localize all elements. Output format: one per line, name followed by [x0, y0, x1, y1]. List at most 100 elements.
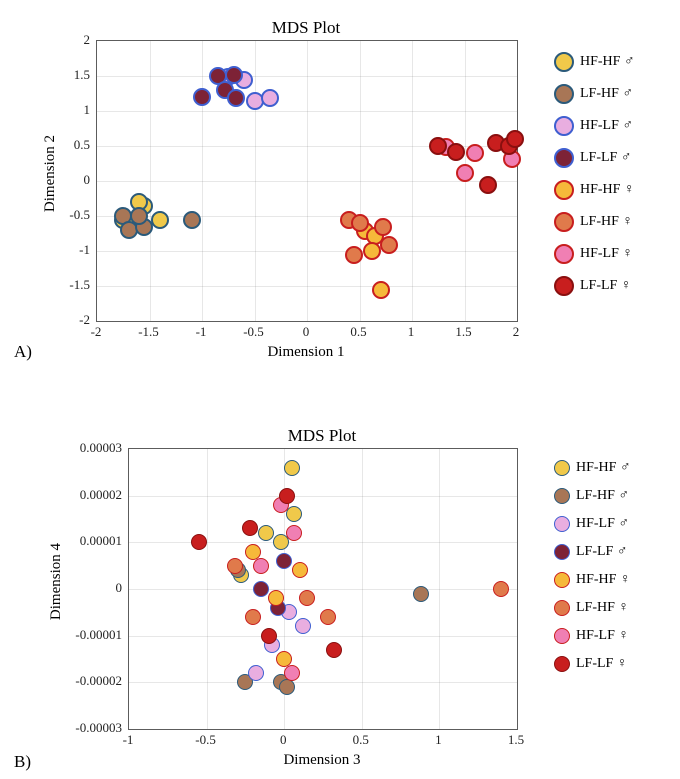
plot-area	[96, 40, 518, 322]
legend-item: LF-LF ♀	[554, 656, 630, 672]
gridline	[129, 682, 517, 683]
legend-label: LF-LF ♂	[576, 544, 627, 560]
legend-marker	[554, 84, 574, 104]
y-tick-label: 2	[84, 32, 91, 48]
legend-marker	[554, 628, 570, 644]
y-tick-label: -0.00001	[75, 627, 122, 643]
x-tick-label: 1	[408, 324, 415, 340]
x-tick-label: -0.5	[195, 732, 216, 748]
x-tick-label: 2	[513, 324, 520, 340]
plot-title: MDS Plot	[128, 426, 516, 446]
legend-label: HF-HF ♀	[576, 572, 630, 588]
y-tick-label: 0.00002	[80, 487, 122, 503]
legend-label: LF-LF ♀	[576, 656, 627, 672]
legend-item: LF-HF ♂	[554, 84, 634, 104]
legend-marker	[554, 180, 574, 200]
scatter-point	[242, 520, 258, 536]
scatter-point	[268, 590, 284, 606]
panel-label: B)	[14, 752, 31, 772]
x-axis-label: Dimension 1	[96, 344, 516, 361]
legend-label: HF-LF ♂	[580, 118, 633, 134]
gridline	[129, 542, 517, 543]
y-tick-label: -0.00002	[75, 673, 122, 689]
gridline	[97, 76, 517, 77]
y-tick-label: -0.00003	[75, 720, 122, 736]
scatter-point	[258, 525, 274, 541]
scatter-point	[245, 609, 261, 625]
panel-label: A)	[14, 342, 32, 362]
scatter-point	[447, 143, 465, 161]
legend-item: LF-LF ♀	[554, 276, 634, 296]
legend-item: HF-LF ♂	[554, 516, 630, 532]
legend-item: LF-LF ♂	[554, 544, 630, 560]
legend-item: HF-HF ♂	[554, 460, 630, 476]
scatter-point	[320, 609, 336, 625]
scatter-point	[248, 665, 264, 681]
legend-label: HF-LF ♂	[576, 516, 629, 532]
legend-marker	[554, 656, 570, 672]
legend-marker	[554, 244, 574, 264]
legend-label: HF-HF ♂	[576, 460, 630, 476]
x-tick-label: -2	[91, 324, 102, 340]
x-tick-label: 0	[303, 324, 310, 340]
scatter-point	[225, 66, 243, 84]
y-tick-label: 0	[116, 580, 123, 596]
scatter-point	[284, 665, 300, 681]
scatter-point	[227, 558, 243, 574]
legend-marker	[554, 276, 574, 296]
scatter-point	[466, 144, 484, 162]
scatter-point	[286, 525, 302, 541]
legend-item: LF-HF ♀	[554, 212, 634, 232]
legend-label: HF-HF ♂	[580, 54, 634, 70]
scatter-point	[183, 211, 201, 229]
legend-label: LF-HF ♀	[576, 600, 629, 616]
legend-label: HF-LF ♀	[576, 628, 629, 644]
plot-title: MDS Plot	[96, 18, 516, 38]
x-tick-label: 1.5	[455, 324, 471, 340]
legend-label: LF-LF ♀	[580, 278, 631, 294]
scatter-point	[130, 207, 148, 225]
scatter-point	[191, 534, 207, 550]
y-tick-label: -0.5	[69, 207, 90, 223]
gridline	[97, 251, 517, 252]
y-axis-label: Dimension 2	[42, 135, 59, 212]
gridline	[129, 636, 517, 637]
x-tick-label: 0.5	[350, 324, 366, 340]
scatter-point	[380, 236, 398, 254]
legend-label: LF-HF ♀	[580, 214, 633, 230]
legend-item: HF-LF ♀	[554, 244, 634, 264]
legend: HF-HF ♂ LF-HF ♂ HF-LF ♂ LF-LF ♂ HF-HF ♀ LF-HF…	[554, 52, 634, 296]
legend-item: LF-HF ♂	[554, 488, 630, 504]
legend-marker	[554, 148, 574, 168]
legend-marker	[554, 544, 570, 560]
scatter-point	[193, 88, 211, 106]
legend-item: HF-LF ♀	[554, 628, 630, 644]
legend-marker	[554, 488, 570, 504]
x-tick-label: 0.5	[353, 732, 369, 748]
scatter-point	[363, 242, 381, 260]
legend-label: HF-HF ♀	[580, 182, 634, 198]
y-tick-label: 1	[84, 102, 91, 118]
legend-item: LF-HF ♀	[554, 600, 630, 616]
legend-marker	[554, 516, 570, 532]
scatter-point	[493, 581, 509, 597]
scatter-point	[429, 137, 447, 155]
scatter-point	[506, 130, 524, 148]
legend-marker	[554, 52, 574, 72]
gridline	[129, 496, 517, 497]
legend-label: HF-LF ♀	[580, 246, 633, 262]
scatter-point	[351, 214, 369, 232]
x-tick-label: -1.5	[138, 324, 159, 340]
x-tick-label: -1	[196, 324, 207, 340]
x-axis-label: Dimension 3	[128, 752, 516, 769]
legend-label: LF-HF ♂	[580, 86, 633, 102]
plot-area	[128, 448, 518, 730]
gridline	[97, 111, 517, 112]
scatter-point	[284, 460, 300, 476]
gridline	[97, 286, 517, 287]
scatter-point	[372, 281, 390, 299]
legend-marker	[554, 572, 570, 588]
scatter-point	[253, 581, 269, 597]
legend-label: LF-LF ♂	[580, 150, 631, 166]
legend-item: LF-LF ♂	[554, 148, 634, 168]
